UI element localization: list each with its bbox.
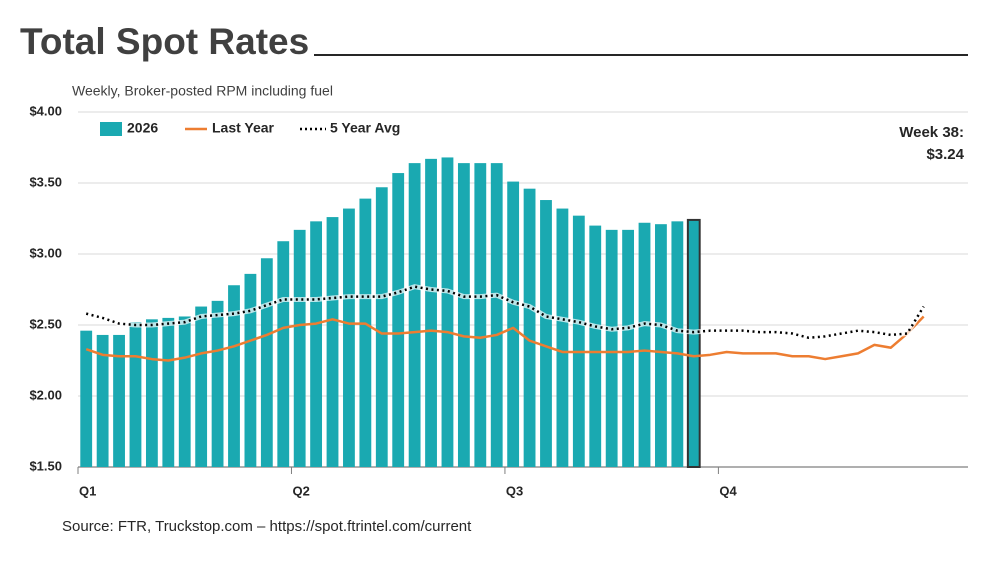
legend-swatch [100,122,122,136]
bar [589,225,602,467]
bar [638,222,651,467]
y-tick-label: $4.00 [29,103,62,118]
bar [162,317,175,467]
bar [145,319,158,467]
bar [408,163,421,467]
x-tick-label: Q2 [292,483,309,498]
bar [260,258,273,467]
y-tick-label: $3.50 [29,174,62,189]
source: Source: FTR, Truckstop.com – https://spo… [62,518,472,535]
bar [293,229,306,467]
bar [457,163,470,467]
bar [425,158,437,468]
annotation: Week 38: [899,124,964,141]
bar [178,316,191,467]
bar [310,221,323,467]
plot-area [77,111,968,474]
x-tick-label: Q3 [506,483,523,498]
bar [523,188,536,467]
y-tick-label: $1.50 [29,458,62,473]
legend-label: 2026 [127,120,158,136]
y-tick-label: $2.50 [29,316,62,331]
bar [113,334,125,467]
bar [441,157,454,467]
bar [572,215,585,467]
bar [490,163,503,467]
bar [605,229,618,467]
legend-label: 5 Year Avg [330,120,400,136]
line [85,315,925,362]
bar [671,221,684,467]
bar [326,217,339,467]
bar [244,273,257,467]
chart-title: Total Spot Rates [20,21,309,62]
bar [211,300,224,467]
bar [392,173,405,467]
legend-label: Last Year [212,120,275,136]
bar [507,181,520,467]
bar [540,200,552,468]
bar [129,322,142,467]
bar [622,229,635,467]
legend: 2026 Last Year 5 Year Avg [100,120,400,136]
bar [359,198,372,467]
bar [375,187,388,467]
x-tick-label: Q4 [719,483,737,498]
bar [228,285,240,467]
bar [474,163,487,467]
y-tick-label: $3.00 [29,245,62,260]
line-halo [85,284,926,341]
y-tick-label: $2.00 [29,387,62,402]
bar [655,224,667,467]
x-tick-label: Q1 [79,483,96,498]
subtitle: Weekly, Broker-posted RPM including fuel [72,83,333,99]
bar [80,330,93,467]
bar [277,241,290,467]
bar [195,306,208,467]
bar [96,334,109,467]
annotation: $3.24 [926,146,964,163]
bar [556,208,569,467]
bar [343,208,355,467]
bar [686,218,701,468]
